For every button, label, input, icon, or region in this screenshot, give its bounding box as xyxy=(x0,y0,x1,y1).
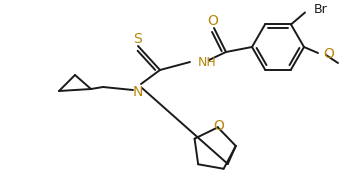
Text: O: O xyxy=(323,47,334,61)
Text: S: S xyxy=(132,32,141,46)
Text: O: O xyxy=(213,119,224,133)
Text: N: N xyxy=(133,85,143,99)
Text: O: O xyxy=(207,14,218,28)
Text: Br: Br xyxy=(314,3,328,16)
Text: NH: NH xyxy=(198,56,217,68)
